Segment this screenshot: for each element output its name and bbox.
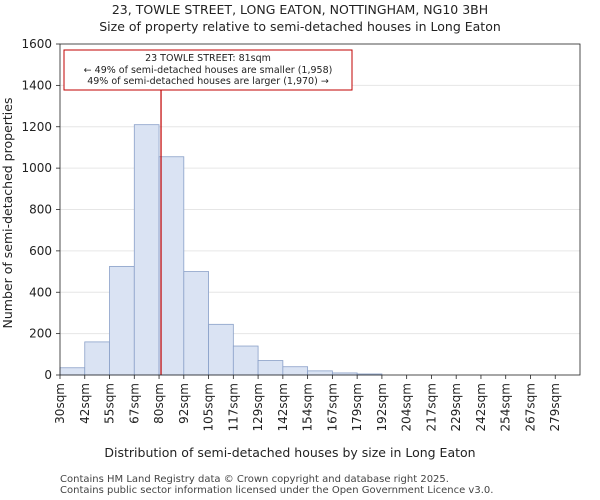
footer-line-2: Contains public sector information licen… bbox=[60, 485, 494, 496]
y-tick-label: 400 bbox=[29, 285, 52, 299]
bars-group bbox=[59, 124, 383, 376]
y-axis-label: Number of semi-detached properties bbox=[0, 98, 15, 329]
x-tick-label: 67sqm bbox=[127, 383, 141, 424]
x-tick-label: 142sqm bbox=[276, 383, 290, 431]
x-tick-label: 154sqm bbox=[301, 383, 315, 431]
bar-117sqm bbox=[232, 345, 259, 376]
bar-67sqm bbox=[133, 124, 160, 376]
annotation-box: 23 TOWLE STREET: 81sqm ← 49% of semi-det… bbox=[63, 49, 353, 91]
x-axis-ticks: 30sqm 42sqm 55sqm 67sqm 80sqm 92sqm 105sqm 117s… bbox=[53, 375, 562, 431]
x-tick-label: 167sqm bbox=[325, 383, 339, 431]
y-tick-label: 1600 bbox=[21, 37, 52, 51]
bar-80sqm bbox=[158, 156, 185, 376]
y-tick-label: 1200 bbox=[21, 120, 52, 134]
bar-142sqm bbox=[282, 366, 309, 376]
bar-92sqm bbox=[183, 271, 209, 376]
y-axis-ticks: 0 200 400 600 800 1000 1200 1400 1600 bbox=[21, 37, 60, 382]
annotation-line-3: 49% of semi-detached houses are larger (… bbox=[87, 76, 329, 87]
bar-129sqm bbox=[257, 360, 284, 376]
annotation-line-1: 23 TOWLE STREET: 81sqm bbox=[145, 53, 271, 64]
annotation-line-2: ← 49% of semi-detached houses are smalle… bbox=[84, 65, 333, 76]
x-tick-label: 42sqm bbox=[78, 383, 92, 424]
chart-title: 23, TOWLE STREET, LONG EATON, NOTTINGHAM… bbox=[112, 2, 488, 17]
x-tick-label: 217sqm bbox=[424, 383, 438, 431]
bar-154sqm bbox=[307, 370, 333, 376]
x-axis-label: Distribution of semi-detached houses by … bbox=[104, 445, 475, 460]
plot-frame bbox=[59, 43, 581, 376]
x-tick-label: 204sqm bbox=[400, 383, 414, 431]
x-tick-label: 267sqm bbox=[523, 383, 537, 431]
x-tick-label: 179sqm bbox=[350, 383, 364, 431]
y-tick-label: 600 bbox=[29, 244, 52, 258]
x-tick-label: 279sqm bbox=[548, 383, 562, 431]
y-tick-label: 800 bbox=[29, 203, 52, 217]
bar-42sqm bbox=[84, 341, 110, 376]
x-tick-label: 254sqm bbox=[499, 383, 513, 431]
x-tick-label: 92sqm bbox=[177, 383, 191, 424]
x-tick-label: 80sqm bbox=[152, 383, 166, 424]
x-tick-label: 117sqm bbox=[226, 383, 240, 431]
bar-30sqm bbox=[59, 367, 86, 376]
x-tick-label: 105sqm bbox=[202, 383, 216, 431]
x-tick-label: 192sqm bbox=[375, 383, 389, 431]
y-tick-label: 200 bbox=[29, 327, 52, 341]
bar-105sqm bbox=[208, 323, 234, 376]
y-tick-label: 0 bbox=[44, 368, 52, 382]
x-tick-label: 129sqm bbox=[251, 383, 265, 431]
x-tick-label: 229sqm bbox=[449, 383, 463, 431]
x-tick-label: 30sqm bbox=[53, 383, 67, 424]
x-tick-label: 242sqm bbox=[474, 383, 488, 431]
y-tick-label: 1000 bbox=[21, 161, 52, 175]
footer-line-1: Contains HM Land Registry data © Crown c… bbox=[60, 474, 449, 485]
bar-55sqm bbox=[109, 265, 135, 376]
x-tick-label: 55sqm bbox=[103, 383, 117, 424]
chart-subtitle: Size of property relative to semi-detach… bbox=[99, 19, 501, 34]
y-tick-label: 1400 bbox=[21, 78, 52, 92]
